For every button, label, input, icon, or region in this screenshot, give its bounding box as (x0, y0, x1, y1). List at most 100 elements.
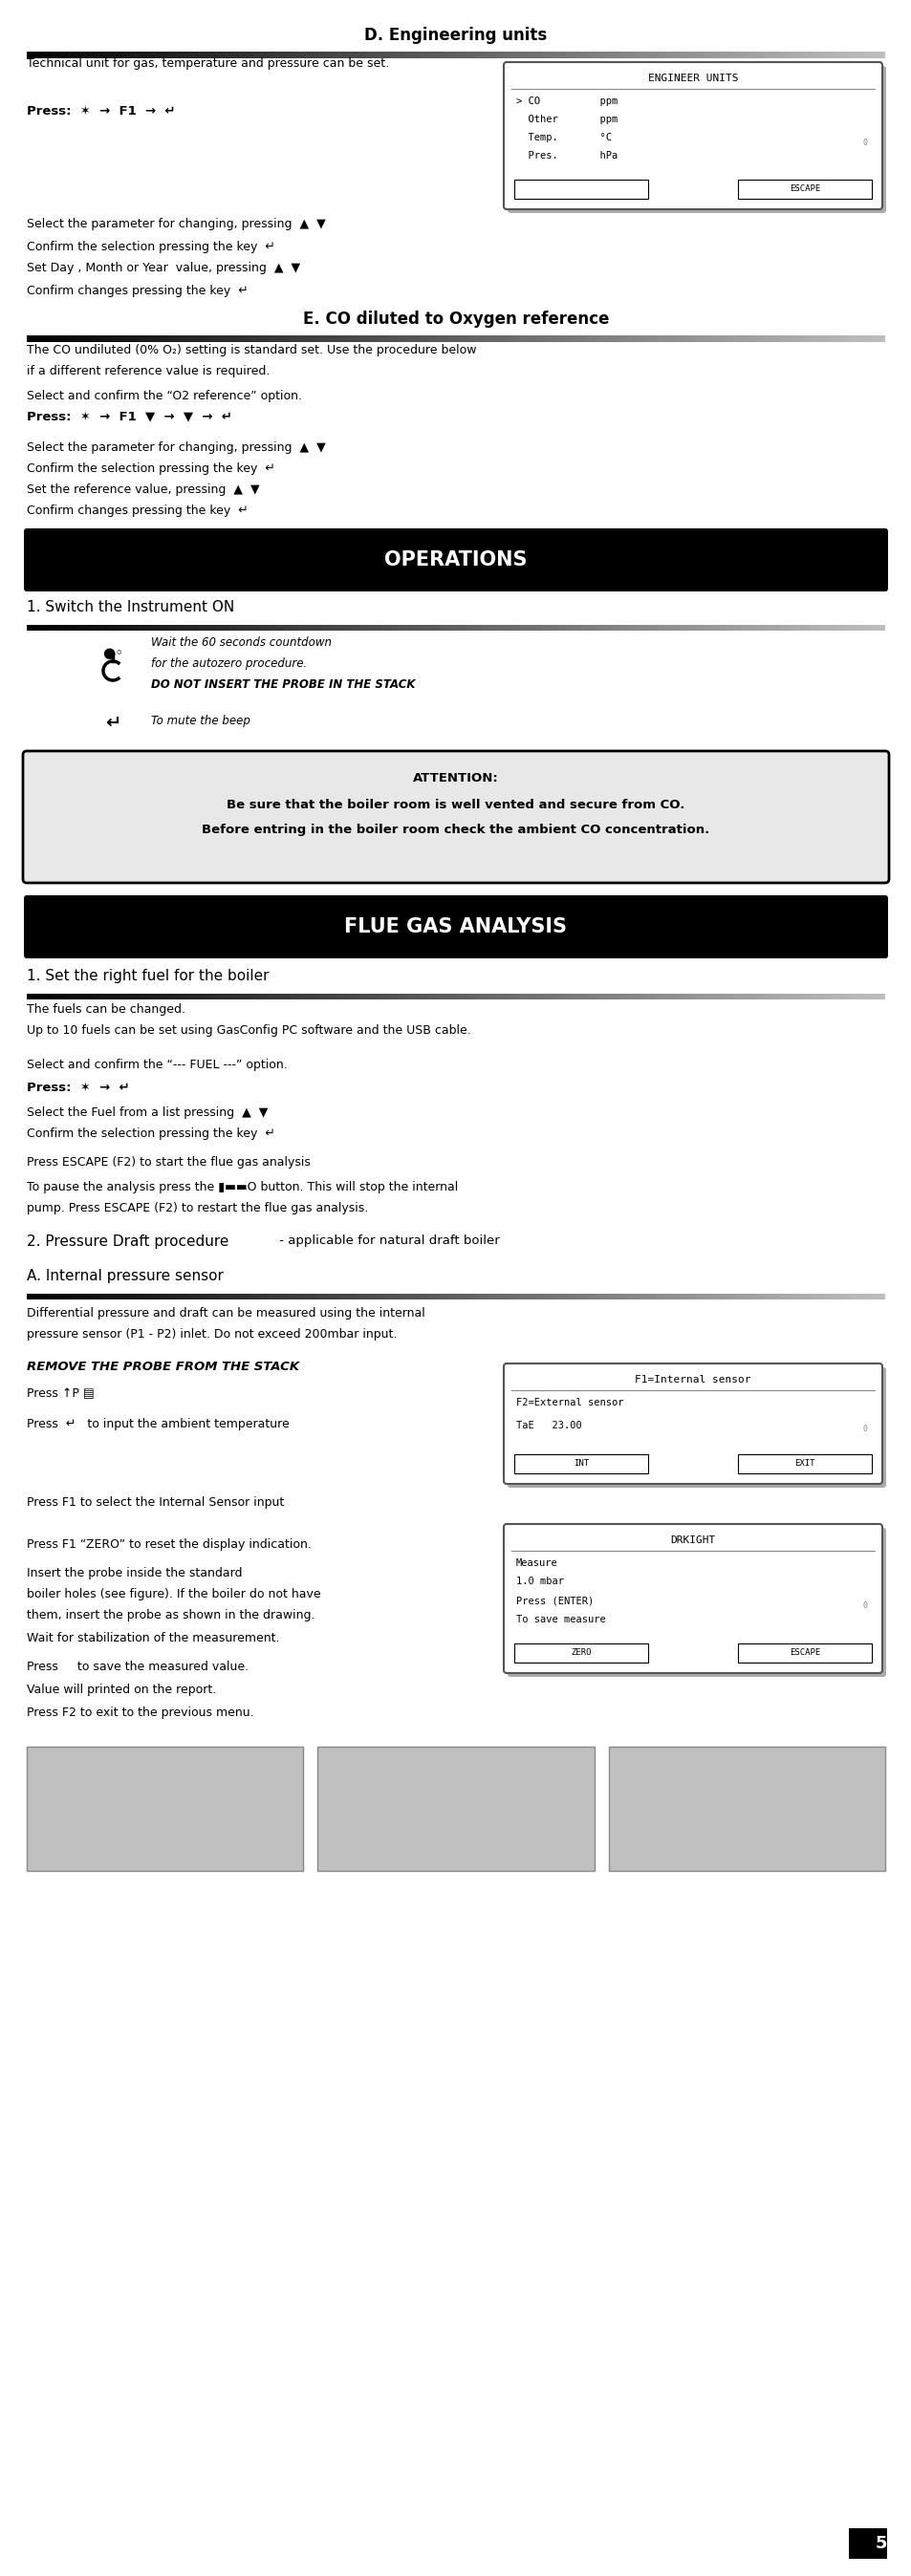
Bar (630, 626, 634, 631)
Bar (613, 52, 617, 59)
Bar (104, 52, 108, 59)
Bar (445, 335, 449, 343)
Bar (691, 335, 695, 343)
Bar (803, 335, 807, 343)
Bar (716, 994, 721, 999)
Bar (454, 626, 457, 631)
Bar (557, 994, 561, 999)
Bar (285, 52, 290, 59)
Bar (317, 1747, 594, 1870)
Bar (742, 335, 746, 343)
Bar (855, 994, 858, 999)
Bar (509, 67, 875, 88)
Bar (233, 52, 238, 59)
Bar (130, 626, 135, 631)
Bar (173, 52, 178, 59)
Bar (165, 52, 169, 59)
Bar (328, 626, 333, 631)
Bar (225, 1293, 230, 1298)
Bar (643, 335, 647, 343)
Bar (776, 994, 781, 999)
Bar (135, 335, 138, 343)
Bar (56, 335, 61, 343)
Bar (238, 626, 242, 631)
Bar (44, 1293, 48, 1298)
Bar (776, 335, 781, 343)
Bar (703, 52, 708, 59)
Bar (44, 335, 48, 343)
Bar (790, 1293, 793, 1298)
Bar (225, 626, 230, 631)
Bar (113, 994, 118, 999)
Bar (681, 994, 686, 999)
Bar (294, 994, 298, 999)
Bar (216, 52, 220, 59)
Bar (763, 52, 768, 59)
Bar (393, 626, 397, 631)
Bar (96, 626, 100, 631)
Bar (587, 335, 591, 343)
Bar (26, 52, 31, 59)
Bar (445, 52, 449, 59)
Bar (514, 335, 518, 343)
FancyBboxPatch shape (503, 1525, 882, 1672)
Bar (372, 994, 375, 999)
Bar (242, 335, 247, 343)
Bar (200, 52, 203, 59)
Bar (673, 52, 678, 59)
Bar (536, 626, 539, 631)
Text: ENGINEER UNITS: ENGINEER UNITS (647, 75, 737, 82)
Bar (793, 335, 798, 343)
Bar (548, 52, 552, 59)
Bar (763, 335, 768, 343)
Bar (31, 626, 36, 631)
Bar (182, 1293, 186, 1298)
Bar (268, 1293, 272, 1298)
Bar (716, 626, 721, 631)
Bar (660, 1293, 664, 1298)
Bar (345, 335, 350, 343)
Bar (315, 335, 320, 343)
Bar (815, 994, 820, 999)
Bar (294, 52, 298, 59)
Bar (160, 335, 165, 343)
Bar (53, 626, 56, 631)
Bar (604, 335, 609, 343)
Text: 0: 0 (862, 1425, 866, 1435)
Bar (656, 335, 660, 343)
Bar (302, 1293, 307, 1298)
Bar (100, 626, 104, 631)
Bar (56, 1293, 61, 1298)
Bar (578, 626, 583, 631)
Bar (160, 52, 165, 59)
Bar (552, 52, 557, 59)
Bar (561, 335, 566, 343)
Bar (828, 626, 833, 631)
Bar (333, 626, 337, 631)
Bar (833, 335, 837, 343)
Bar (863, 1293, 867, 1298)
Bar (290, 52, 294, 59)
Bar (785, 52, 790, 59)
Bar (527, 335, 531, 343)
Bar (324, 626, 328, 631)
Bar (312, 52, 315, 59)
Bar (220, 52, 225, 59)
Bar (26, 994, 31, 999)
Bar (173, 1293, 178, 1298)
Bar (566, 1293, 569, 1298)
Bar (152, 52, 156, 59)
Bar (768, 335, 773, 343)
Bar (466, 626, 471, 631)
Bar (406, 994, 410, 999)
Bar (742, 52, 746, 59)
Bar (203, 1293, 208, 1298)
Bar (380, 1293, 384, 1298)
Bar (113, 335, 118, 343)
Bar (251, 994, 255, 999)
Bar (375, 626, 380, 631)
Bar (230, 626, 233, 631)
Bar (449, 626, 454, 631)
Bar (190, 335, 195, 343)
Bar (471, 1293, 475, 1298)
